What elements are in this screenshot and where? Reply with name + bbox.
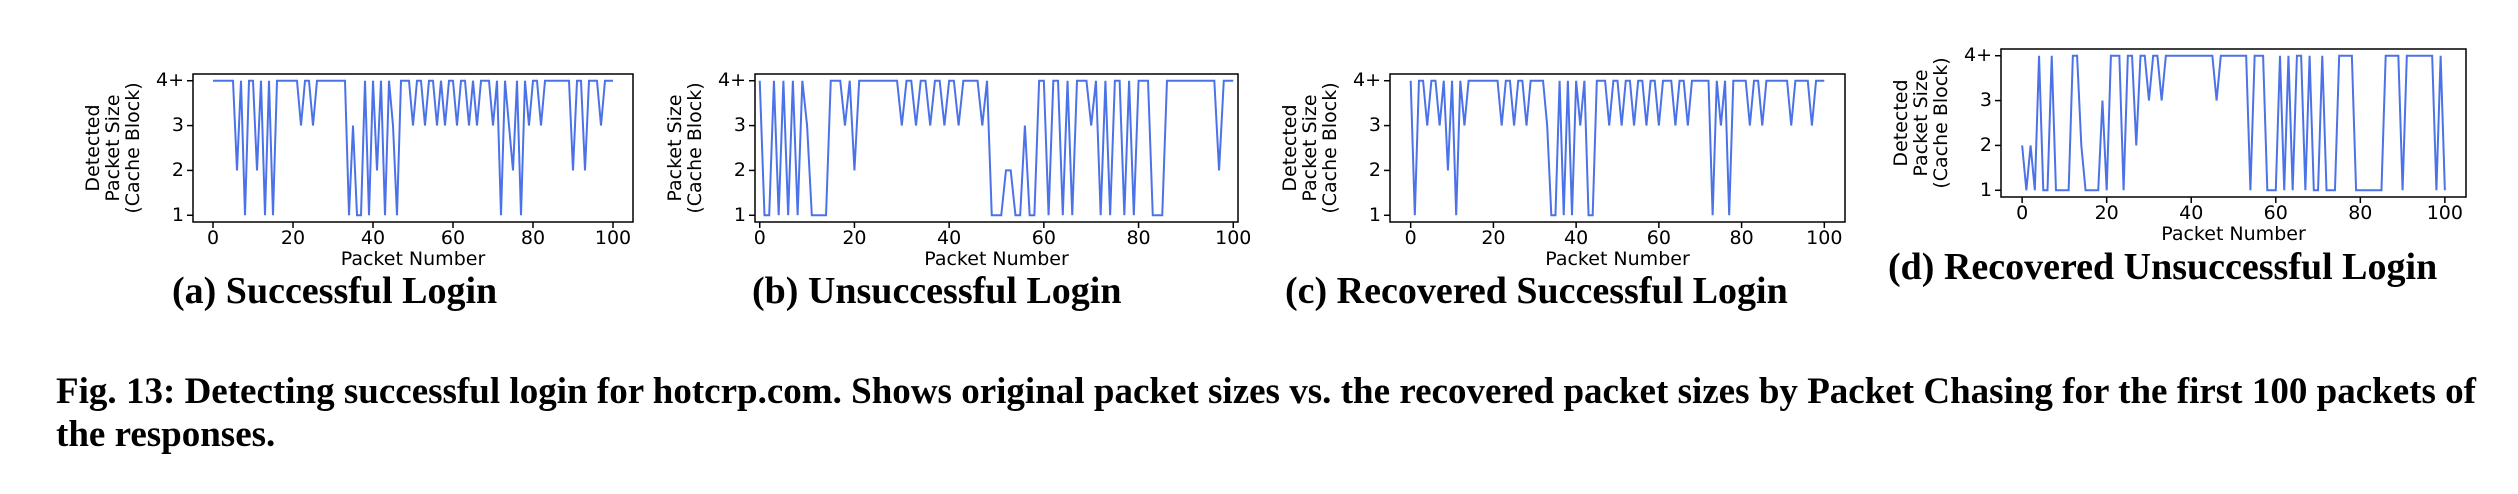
y-axis-label: (Cache Block) — [122, 82, 144, 213]
x-tick-label: 40 — [937, 227, 961, 249]
x-axis-label: Packet Number — [341, 248, 486, 270]
x-tick-label: 80 — [2348, 202, 2372, 224]
plot-frame — [192, 73, 634, 223]
x-tick-label: 60 — [1032, 227, 1056, 249]
y-tick-label: 4+ — [1353, 69, 1381, 91]
y-tick-label: 2 — [1980, 134, 1992, 156]
y-tick-label: 4+ — [156, 69, 184, 91]
y-axis-label: Packet Size — [1910, 69, 1932, 176]
x-tick-label: 60 — [441, 227, 465, 249]
x-tick-label: 60 — [1647, 227, 1671, 249]
x-tick-label: 40 — [2179, 202, 2203, 224]
x-tick-label: 0 — [1405, 227, 1417, 249]
x-tick-label: 80 — [1729, 227, 1753, 249]
y-axis-label: Packet Size — [664, 94, 686, 201]
subcaption: (a) Successful Login — [172, 270, 498, 312]
x-tick-label: 100 — [595, 227, 631, 249]
y-tick-label: 3 — [734, 114, 746, 136]
x-tick-label: 80 — [521, 227, 545, 249]
x-axis-label: Packet Number — [1545, 248, 1690, 270]
y-axis-label: Detected — [1890, 79, 1912, 166]
y-tick-label: 2 — [734, 159, 746, 181]
y-tick-label: 1 — [1369, 204, 1381, 226]
x-tick-label: 100 — [1215, 227, 1251, 249]
line — [758, 79, 1234, 217]
subcaption: (b) Unsuccessful Login — [752, 270, 1122, 312]
y-tick-label: 2 — [1369, 159, 1381, 181]
y-axis-label: Detected — [82, 104, 104, 191]
y-tick-label: 1 — [1980, 179, 1992, 201]
x-tick-label: 20 — [1481, 227, 1505, 249]
y-tick-label: 1 — [172, 204, 184, 226]
figure-caption: Fig. 13: Detecting successful login for … — [56, 371, 2476, 455]
line — [1409, 79, 1825, 217]
x-axis-label: Packet Number — [924, 248, 1069, 270]
y-axis-label: (Cache Block) — [1319, 82, 1341, 213]
x-tick-label: 40 — [361, 227, 385, 249]
x-tick-label: 20 — [842, 227, 866, 249]
x-tick-label: 100 — [2427, 202, 2463, 224]
x-tick-label: 0 — [2016, 202, 2028, 224]
x-tick-label: 20 — [281, 227, 305, 249]
y-tick-label: 1 — [734, 204, 746, 226]
y-axis-label: Detected — [1279, 104, 1301, 191]
x-tick-label: 20 — [2095, 202, 2119, 224]
y-tick-label: 2 — [172, 159, 184, 181]
y-tick-label: 3 — [1369, 114, 1381, 136]
x-tick-label: 100 — [1806, 227, 1842, 249]
y-tick-label: 4+ — [718, 69, 746, 91]
y-axis-label: (Cache Block) — [1930, 57, 1952, 188]
line — [213, 79, 613, 217]
subcaption: (c) Recovered Successful Login — [1285, 270, 1788, 312]
y-tick-label: 3 — [172, 114, 184, 136]
plot-frame — [1389, 73, 1846, 223]
y-axis-label: Packet Size — [102, 94, 124, 201]
x-tick-label: 0 — [754, 227, 766, 249]
x-tick-label: 60 — [2264, 202, 2288, 224]
y-axis-label: (Cache Block) — [684, 82, 706, 213]
plot-frame — [2000, 48, 2467, 198]
x-tick-label: 0 — [207, 227, 219, 249]
y-tick-label: 3 — [1980, 89, 1992, 111]
x-tick-label: 80 — [1126, 227, 1150, 249]
x-axis-label: Packet Number — [2161, 223, 2306, 245]
y-axis-label: Packet Size — [1299, 94, 1321, 201]
line — [2021, 54, 2446, 192]
subcaption: (d) Recovered Unsuccessful Login — [1888, 246, 2438, 288]
x-tick-label: 40 — [1564, 227, 1588, 249]
plot-frame — [754, 73, 1239, 223]
y-tick-label: 4+ — [1964, 44, 1992, 66]
